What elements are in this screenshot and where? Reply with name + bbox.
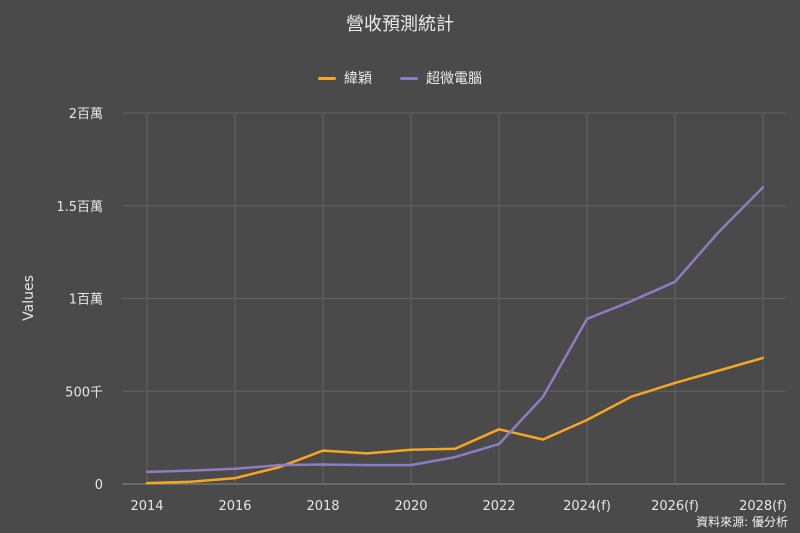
chart-title: 營收預測統計 (346, 14, 454, 35)
y-tick-label: 0 (95, 478, 103, 493)
x-tick-label: 2020 (394, 499, 427, 514)
series-line-1 (145, 356, 765, 485)
legend-label-series-2: 超微電腦 (426, 71, 482, 87)
x-tick-label: 2018 (306, 499, 339, 514)
legend-item-series-2[interactable]: 超微電腦 (400, 68, 482, 88)
y-tick-label: 2百萬 (69, 107, 103, 122)
y-tick-label: 1.5百萬 (56, 200, 103, 215)
source-note: 資料來源: 優分析 (696, 515, 788, 529)
y-axis-label: Values (21, 275, 37, 321)
x-tick-label: 2014 (130, 499, 163, 514)
x-tick-label: 2022 (482, 499, 515, 514)
legend-label-series-1: 緯穎 (344, 71, 372, 87)
x-tick-label: 2016 (218, 499, 251, 514)
chart-legend: 緯穎 超微電腦 (0, 68, 800, 88)
x-tick-label: 2024(f) (563, 499, 611, 514)
legend-swatch-series-2 (400, 76, 418, 80)
x-tick-label: 2026(f) (651, 499, 699, 514)
legend-item-series-1[interactable]: 緯穎 (318, 68, 372, 88)
y-tick-label: 500千 (65, 385, 103, 400)
legend-swatch-series-1 (318, 76, 336, 80)
series-line-2 (145, 185, 765, 474)
y-tick-label: 1百萬 (69, 293, 103, 308)
x-tick-label: 2028(f) (739, 499, 787, 514)
